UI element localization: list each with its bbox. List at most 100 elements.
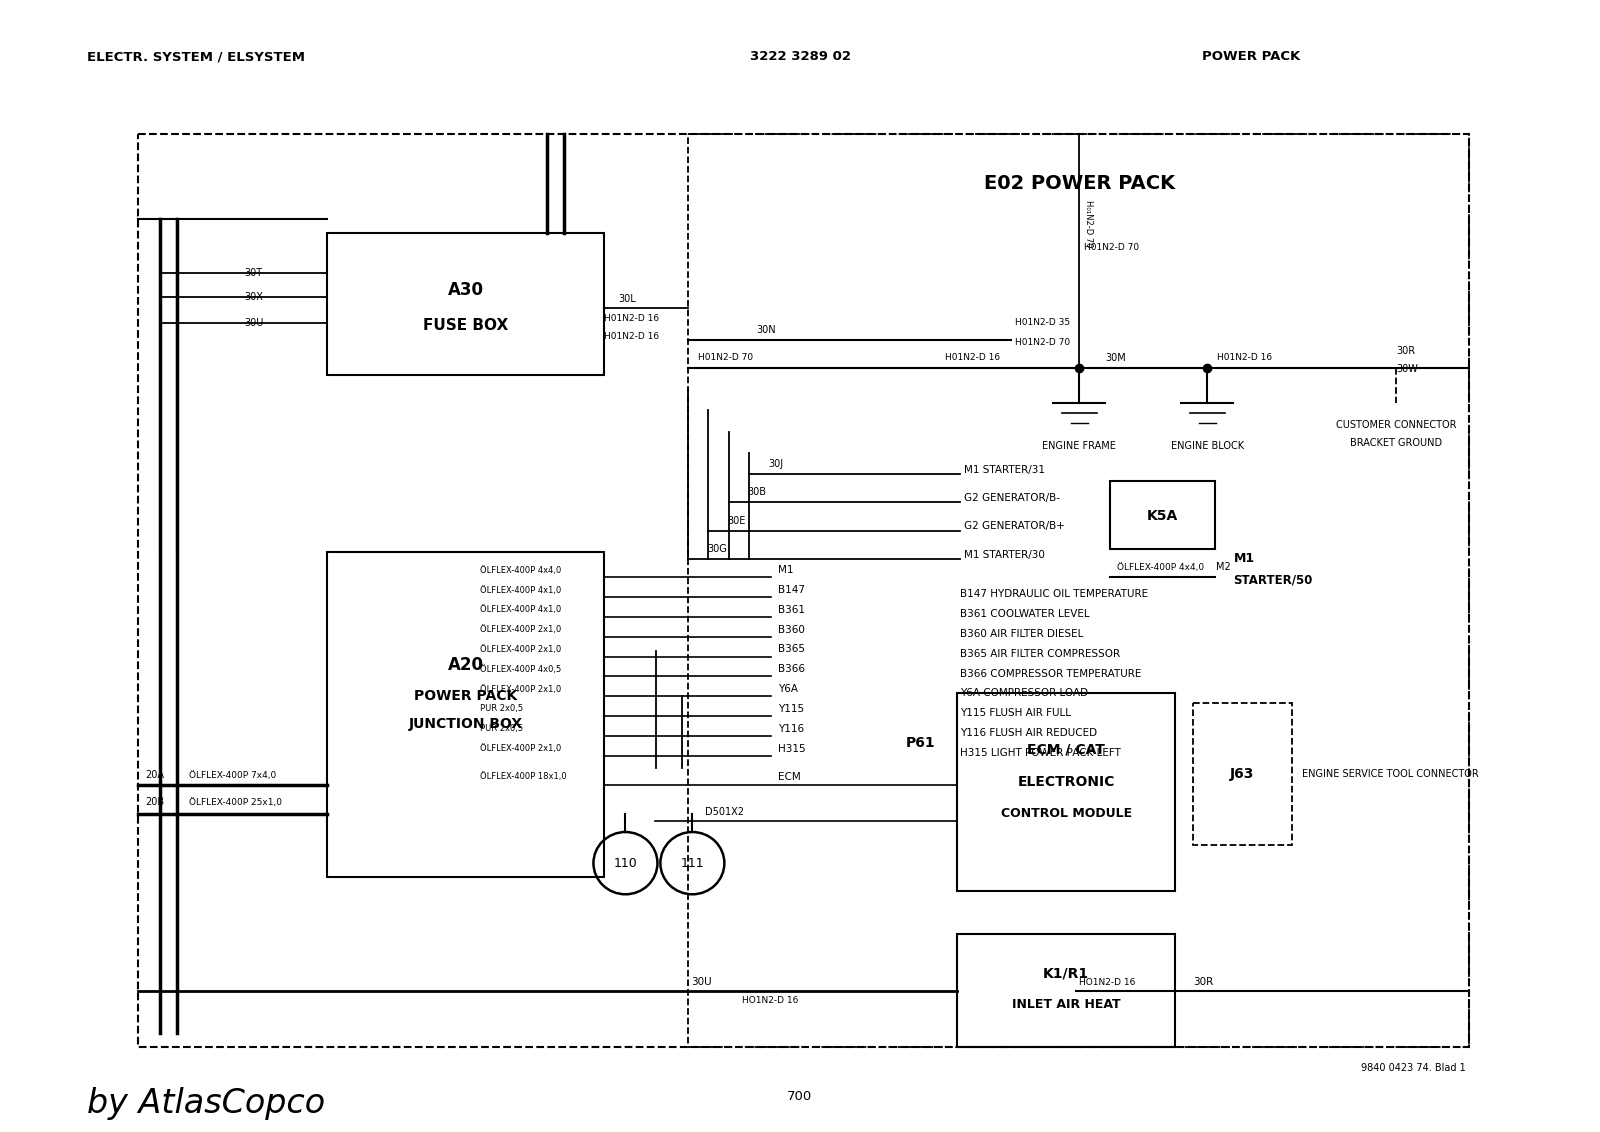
Text: 30R: 30R (1192, 977, 1213, 987)
Text: B361: B361 (778, 604, 805, 615)
Text: 30R: 30R (1397, 346, 1416, 355)
Bar (1192, 703, 1291, 844)
Text: ÖLFLEX-400P 7x4,0: ÖLFLEX-400P 7x4,0 (189, 771, 277, 780)
Text: HO1N2-D 16: HO1N2-D 16 (742, 996, 798, 1005)
Text: 9840 0423 74. Blad 1: 9840 0423 74. Blad 1 (1362, 1063, 1466, 1073)
Text: H01N2-D 16: H01N2-D 16 (603, 314, 659, 323)
Text: P61: P61 (906, 736, 936, 749)
Text: CUSTOMER CONNECTOR: CUSTOMER CONNECTOR (1336, 420, 1456, 429)
Text: POWER PACK: POWER PACK (1202, 50, 1301, 63)
Text: 30B: 30B (747, 488, 766, 497)
Text: H315: H315 (778, 744, 806, 754)
Text: H01N2-D 16: H01N2-D 16 (1218, 353, 1272, 362)
Text: CONTROL MODULE: CONTROL MODULE (1000, 807, 1131, 820)
Text: HO1N2-D 16: HO1N2-D 16 (1080, 978, 1136, 986)
Text: 20B: 20B (146, 797, 165, 807)
Text: 30J: 30J (768, 460, 782, 469)
Text: 20A: 20A (146, 771, 165, 780)
Text: JUNCTION BOX: JUNCTION BOX (408, 718, 523, 731)
Text: ÖLFLEX-400P 4x1,0: ÖLFLEX-400P 4x1,0 (480, 585, 562, 594)
Bar (328, 552, 603, 877)
Text: 700: 700 (787, 1090, 813, 1103)
Text: ELECTR. SYSTEM / ELSYSTEM: ELECTR. SYSTEM / ELSYSTEM (88, 50, 306, 63)
Text: E02 POWER PACK: E02 POWER PACK (984, 174, 1174, 194)
Text: FUSE BOX: FUSE BOX (422, 318, 509, 333)
Text: H01N2-D 16: H01N2-D 16 (603, 333, 659, 341)
Text: POWER PACK: POWER PACK (414, 689, 517, 703)
Text: INLET AIR HEAT: INLET AIR HEAT (1011, 998, 1120, 1011)
Text: B361 COOLWATER LEVEL: B361 COOLWATER LEVEL (960, 609, 1090, 619)
Text: K1/R1: K1/R1 (1043, 967, 1090, 980)
Text: A30: A30 (448, 281, 483, 299)
Text: ECM: ECM (778, 772, 802, 782)
Text: ÖLFLEX-400P 4x4,0: ÖLFLEX-400P 4x4,0 (480, 566, 562, 575)
Text: Y116 FLUSH AIR REDUCED: Y116 FLUSH AIR REDUCED (960, 728, 1098, 738)
Text: G2 GENERATOR/B-: G2 GENERATOR/B- (965, 494, 1061, 503)
Text: by AtlasCopco: by AtlasCopco (88, 1087, 325, 1121)
Bar (688, 135, 1469, 1047)
Text: ÖLFLEX-400P 2x1,0: ÖLFLEX-400P 2x1,0 (480, 685, 562, 694)
Text: ENGINE FRAME: ENGINE FRAME (1042, 440, 1117, 451)
Text: 30U: 30U (245, 318, 264, 327)
Text: Y6A COMPRESSOR LOAD: Y6A COMPRESSOR LOAD (960, 688, 1088, 698)
Text: ELECTRONIC: ELECTRONIC (1018, 775, 1115, 789)
Text: J63: J63 (1230, 767, 1254, 781)
Text: 30T: 30T (245, 268, 262, 278)
Text: H₀₁N2-D 70: H₀₁N2-D 70 (1083, 200, 1093, 248)
Bar (328, 233, 603, 375)
Text: B365 AIR FILTER COMPRESSOR: B365 AIR FILTER COMPRESSOR (960, 649, 1120, 659)
Text: BRACKET GROUND: BRACKET GROUND (1350, 438, 1443, 448)
Text: M1: M1 (1234, 552, 1254, 565)
Text: B147: B147 (778, 585, 805, 595)
Text: Y116: Y116 (778, 723, 805, 734)
Text: Y115 FLUSH AIR FULL: Y115 FLUSH AIR FULL (960, 709, 1070, 718)
Text: B147 HYDRAULIC OIL TEMPERATURE: B147 HYDRAULIC OIL TEMPERATURE (960, 590, 1149, 599)
Text: H315 LIGHT POWER PACK LEFT: H315 LIGHT POWER PACK LEFT (960, 748, 1122, 757)
Text: H01N2-D 70: H01N2-D 70 (1083, 243, 1139, 252)
Text: H01N2-D 35: H01N2-D 35 (1016, 318, 1070, 327)
Text: M1: M1 (778, 565, 794, 575)
Text: ÖLFLEX-400P 4x4,0: ÖLFLEX-400P 4x4,0 (1117, 563, 1205, 572)
Text: 30N: 30N (757, 325, 776, 335)
Text: H01N2-D 16: H01N2-D 16 (946, 353, 1000, 362)
Text: Y6A: Y6A (778, 684, 798, 694)
Text: 30W: 30W (1397, 365, 1418, 375)
Text: M1 STARTER/31: M1 STARTER/31 (965, 465, 1045, 474)
Text: ÖLFLEX-400P 4x0,5: ÖLFLEX-400P 4x0,5 (480, 664, 562, 674)
Bar (957, 693, 1176, 892)
Text: 30L: 30L (618, 293, 635, 303)
Text: 110: 110 (613, 857, 637, 869)
Bar (138, 135, 1469, 1047)
Text: A20: A20 (448, 657, 483, 674)
Text: ENGINE BLOCK: ENGINE BLOCK (1171, 440, 1243, 451)
Text: PUR 2x0,5: PUR 2x0,5 (480, 724, 523, 734)
Text: B360: B360 (778, 625, 805, 635)
Bar (1110, 481, 1214, 549)
Text: M1 STARTER/30: M1 STARTER/30 (965, 550, 1045, 559)
Text: ÖLFLEX-400P 4x1,0: ÖLFLEX-400P 4x1,0 (480, 606, 562, 615)
Bar (957, 934, 1176, 1047)
Text: STARTER/50: STARTER/50 (1234, 574, 1314, 586)
Text: Y115: Y115 (778, 704, 805, 714)
Text: 30U: 30U (691, 977, 712, 987)
Text: M2: M2 (1216, 563, 1230, 573)
Text: 3222 3289 02: 3222 3289 02 (749, 50, 851, 63)
Text: D501X2: D501X2 (706, 807, 744, 817)
Text: ÖLFLEX-400P 2x1,0: ÖLFLEX-400P 2x1,0 (480, 744, 562, 753)
Text: G2 GENERATOR/B+: G2 GENERATOR/B+ (965, 522, 1066, 531)
Text: H01N2-D 70: H01N2-D 70 (1016, 338, 1070, 346)
Text: ÖLFLEX-400P 18x1,0: ÖLFLEX-400P 18x1,0 (480, 772, 566, 781)
Text: K5A: K5A (1147, 509, 1178, 523)
Text: ÖLFLEX-400P 2x1,0: ÖLFLEX-400P 2x1,0 (480, 625, 562, 634)
Text: B366 COMPRESSOR TEMPERATURE: B366 COMPRESSOR TEMPERATURE (960, 669, 1141, 678)
Text: 30E: 30E (728, 516, 746, 525)
Text: PUR 2x0,5: PUR 2x0,5 (480, 704, 523, 713)
Text: B366: B366 (778, 664, 805, 675)
Text: ÖLFLEX-400P 2x1,0: ÖLFLEX-400P 2x1,0 (480, 645, 562, 654)
Text: H01N2-D 70: H01N2-D 70 (698, 353, 754, 362)
Text: 30G: 30G (707, 544, 726, 554)
Text: 111: 111 (680, 857, 704, 869)
Text: B360 AIR FILTER DIESEL: B360 AIR FILTER DIESEL (960, 629, 1083, 638)
Text: 30M: 30M (1106, 353, 1126, 363)
Text: ÖLFLEX-400P 25x1,0: ÖLFLEX-400P 25x1,0 (189, 798, 282, 807)
